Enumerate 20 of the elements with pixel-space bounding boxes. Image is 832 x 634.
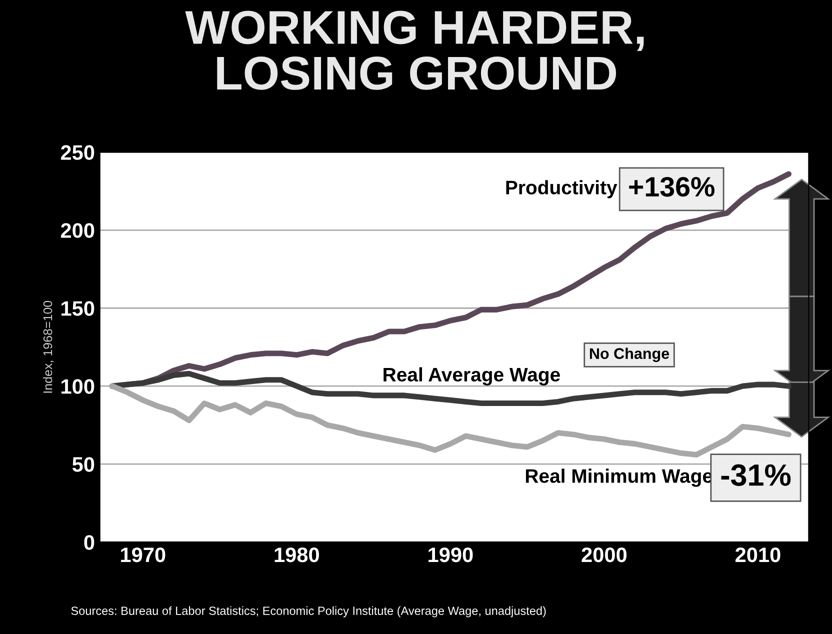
y-tick-label: 100 <box>62 379 94 394</box>
x-tick-label: 1970 <box>121 547 166 562</box>
x-tick-label: 2010 <box>736 547 780 562</box>
chart-title: WORKING HARDER, LOSING GROUND <box>185 10 644 90</box>
x-tick-label: 1990 <box>428 547 473 562</box>
y-tick-label: 200 <box>60 223 94 238</box>
annotation: -31% <box>721 464 791 486</box>
x-tick-label: 1980 <box>274 547 319 562</box>
series-label: Real Average Wage <box>384 367 560 386</box>
y-tick-label: 50 <box>72 457 94 472</box>
x-tick-label: 2000 <box>582 547 627 562</box>
source-note: Sources: Bureau of Labor Statistics; Economic Policy Institute (Average Wage, unadjusted) <box>71 606 546 618</box>
annotation: No Change <box>590 348 670 362</box>
text: Productivity <box>506 180 618 198</box>
series-label: Real Minimum Wage <box>526 468 712 487</box>
y-tick-label: 150 <box>62 301 94 316</box>
annotation: +136% <box>629 176 714 197</box>
y-axis-title: Index, 1968=100 <box>43 300 54 393</box>
y-tick-label: 250 <box>60 145 94 160</box>
y-tick-label: 0 <box>84 535 94 550</box>
